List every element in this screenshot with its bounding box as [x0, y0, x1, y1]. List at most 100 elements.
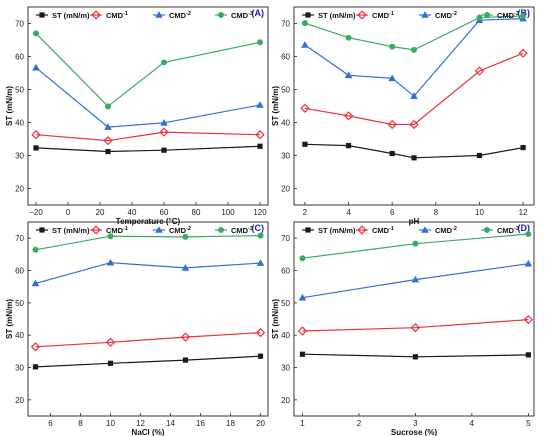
x-tick-label: 40: [128, 208, 137, 217]
data-point: [520, 144, 526, 151]
data-point: [30, 342, 41, 352]
y-tick-label: 50: [281, 299, 290, 308]
x-axis-label: Sucrose (%): [391, 428, 438, 436]
data-point: [32, 63, 40, 71]
panel-label: (A): [252, 8, 265, 18]
legend-marker: [305, 12, 311, 18]
series-line-1: [35, 131, 261, 142]
y-tick-label: 60: [281, 267, 290, 276]
y-tick-label: 20: [281, 185, 290, 194]
series-line-0: [35, 355, 261, 368]
x-tick-label: 20: [96, 208, 105, 217]
chart-panel-2: 20 30 40 50 60 70 6 8 10 12 14 16 18 20 NaCl (%) ST (mN…: [5, 221, 269, 436]
y-axis-label: ST (mN/m): [271, 299, 280, 339]
data-point: [31, 279, 40, 287]
legend-marker: [484, 227, 490, 233]
data-point: [412, 240, 419, 247]
data-point: [388, 74, 396, 82]
x-tick-label: 14: [166, 419, 175, 428]
legend-label: CMD-1: [106, 226, 128, 235]
legend-label: CMD-2: [435, 226, 457, 235]
data-point: [410, 92, 418, 99]
legend-label: CMD-3: [497, 226, 519, 235]
y-tick-label: 50: [15, 86, 24, 95]
y-tick-label: 40: [15, 119, 24, 128]
data-point: [302, 141, 308, 147]
data-point: [300, 103, 310, 113]
x-tick-label: 120: [253, 208, 267, 217]
data-point: [474, 66, 485, 76]
data-point: [523, 314, 534, 325]
data-point: [525, 352, 531, 358]
y-tick-label: 60: [281, 53, 290, 62]
x-tick-label: 20: [256, 419, 265, 428]
data-point: [298, 293, 307, 301]
chart-panel-3: 20 30 40 50 60 70 1 2 3 4 5 Sucrose (%) ST (mN/m) (D)…: [271, 221, 535, 436]
data-point: [301, 20, 308, 27]
x-tick-label: 6: [48, 419, 53, 428]
x-tick-label: 2: [303, 208, 308, 217]
data-point: [524, 259, 533, 267]
legend-marker: [39, 227, 45, 233]
x-tick-label: 12: [136, 419, 145, 428]
data-point: [32, 364, 39, 370]
series-line-2: [304, 18, 524, 97]
data-point: [33, 145, 39, 151]
legend-label: ST (mN/m): [318, 226, 356, 235]
series-line-3: [35, 32, 261, 108]
x-axis-label: NaCl (%): [132, 428, 165, 436]
data-point: [105, 148, 111, 155]
data-point: [301, 41, 309, 48]
y-tick-label: 40: [281, 119, 290, 128]
y-tick-label: 70: [281, 20, 290, 29]
x-tick-label: 4: [470, 419, 475, 428]
series-line-0: [35, 145, 261, 153]
legend-marker: [91, 225, 101, 235]
legend-label: CMD-1: [106, 11, 128, 20]
data-point: [476, 14, 483, 21]
data-point: [257, 232, 264, 239]
data-point: [343, 111, 354, 121]
data-point: [518, 48, 528, 58]
x-tick-label: −20: [29, 208, 43, 217]
data-point: [256, 259, 265, 266]
data-point: [255, 327, 266, 338]
x-tick-label: 80: [192, 208, 201, 217]
data-point: [31, 130, 41, 140]
y-tick-label: 70: [15, 234, 24, 243]
data-point: [387, 119, 397, 130]
plot-frame: [293, 221, 535, 417]
data-point: [409, 119, 419, 130]
y-tick-label: 30: [281, 152, 290, 161]
data-point: [32, 246, 39, 253]
y-tick-label: 20: [15, 185, 24, 194]
plot-frame: [293, 6, 535, 206]
x-tick-label: 12: [519, 208, 528, 217]
data-point: [344, 71, 353, 79]
panel-label: (C): [252, 223, 265, 233]
y-tick-label: 50: [281, 86, 290, 95]
series-line-2: [35, 67, 261, 128]
y-tick-label: 70: [281, 234, 290, 243]
y-tick-label: 30: [15, 364, 24, 373]
legend-label: CMD-3: [231, 11, 253, 20]
legend-marker: [421, 11, 429, 18]
legend-label: CMD-3: [497, 11, 519, 20]
x-axis-label: pH: [409, 217, 420, 226]
legend-marker: [155, 226, 163, 233]
legend-label: CMD-1: [372, 11, 394, 20]
series-line-1: [35, 332, 261, 348]
legend-marker: [357, 225, 367, 235]
y-tick-label: 30: [281, 364, 290, 373]
data-point: [410, 323, 421, 333]
y-axis-label: ST (mN/m): [5, 299, 14, 339]
legend-label: ST (mN/m): [318, 11, 356, 20]
data-point: [256, 101, 264, 108]
data-point: [255, 130, 265, 140]
data-point: [106, 258, 115, 266]
data-point: [161, 147, 167, 153]
x-tick-label: 1: [300, 419, 305, 428]
data-point: [476, 152, 483, 159]
